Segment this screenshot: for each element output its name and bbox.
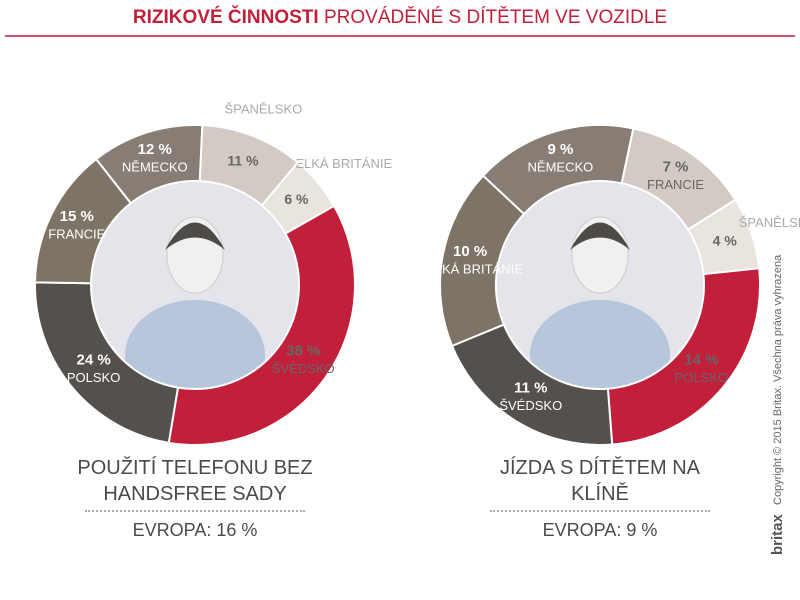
category-label: FRANCIE	[48, 227, 105, 242]
value-label: 4 %	[713, 233, 738, 249]
donut-segment	[167, 204, 356, 446]
value-label: 38 %	[286, 343, 320, 360]
value-label: 11 %	[514, 379, 547, 396]
value-label: 14 %	[684, 351, 718, 368]
caption: POUŽITÍ TELEFONU BEZ HANDSFREE SADY	[77, 457, 313, 505]
category-label: POLSKO	[67, 370, 120, 385]
value-label: 12 %	[138, 141, 172, 158]
category-label: ŠVÉDSKO	[272, 361, 335, 376]
header-regular: PROVÁDĚNÉ S DÍTĚTEM VE VOZIDLE	[324, 6, 667, 28]
category-label: FRANCIE	[647, 177, 704, 192]
category-label: VELKÁ BRITÁNIE	[417, 262, 523, 277]
figure-hair	[165, 222, 225, 250]
europe-value: EVROPA: 16 %	[85, 510, 305, 541]
donut-segment	[606, 267, 761, 446]
value-label: 15 %	[60, 208, 94, 225]
category-label: ŠPANĚLSKO	[739, 215, 800, 230]
figure-hair	[570, 222, 630, 250]
caption: JÍZDA S DÍTĚTEM NA KLÍNĚ	[499, 457, 701, 505]
category-label: NĚMECKO	[528, 160, 594, 175]
value-label: 7 %	[663, 159, 689, 176]
value-label: 11 %	[227, 153, 259, 169]
category-label: ŠVÉDSKO	[499, 398, 562, 413]
copyright: Copyright © 2015 Britax. Všechna práva v…	[772, 254, 784, 505]
header-bg	[90, 2, 710, 32]
category-label: ŠPANĚLSKO	[224, 101, 302, 116]
header: RIZIKOVÉ ČINNOSTI PROVÁDĚNÉ S DÍTĚTEM VE…	[133, 6, 667, 28]
category-label: VELKÁ BRITÁNIE	[287, 156, 393, 171]
donut-segment	[481, 124, 635, 216]
value-label: 9 %	[547, 141, 573, 158]
category-label: POLSKO	[675, 370, 728, 385]
header-bold: RIZIKOVÉ ČINNOSTI	[133, 6, 319, 28]
donut-segment	[198, 124, 300, 207]
value-label: 24 %	[77, 351, 111, 368]
value-label: 6 %	[284, 191, 309, 207]
logo: britax	[769, 513, 786, 555]
europe-value: EVROPA: 9 %	[490, 510, 710, 541]
value-label: 10 %	[453, 243, 487, 260]
category-label: NĚMECKO	[122, 160, 188, 175]
